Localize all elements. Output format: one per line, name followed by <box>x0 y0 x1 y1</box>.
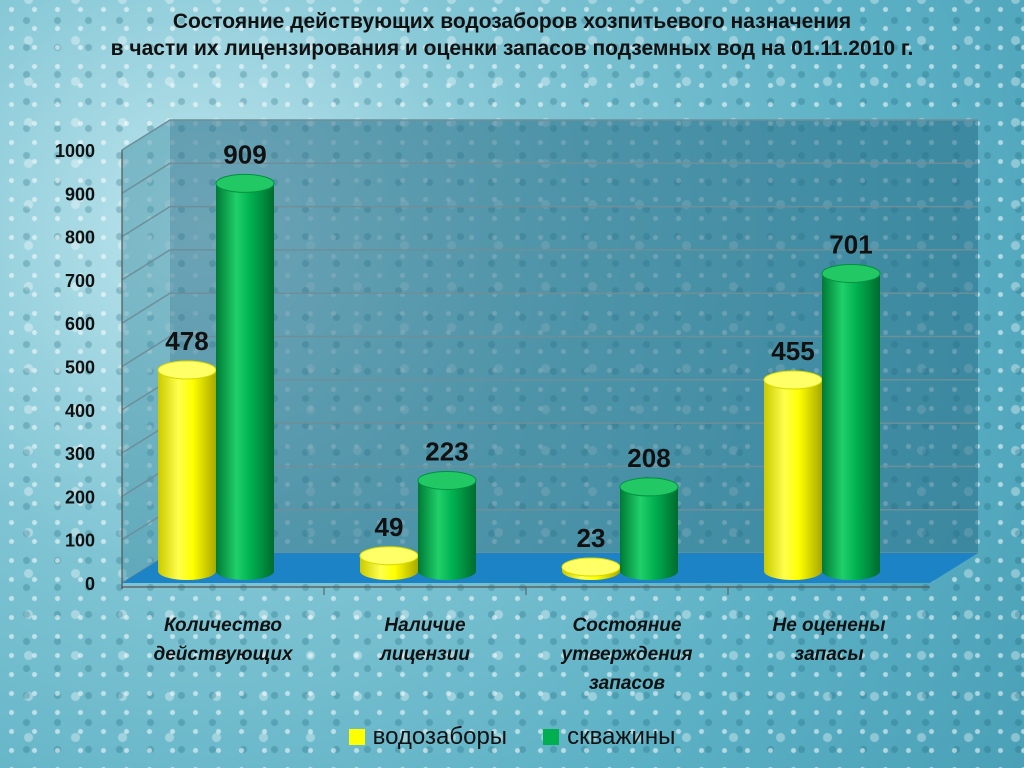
legend-item-vodozabory: водозаборы <box>348 723 508 751</box>
y-tick-label: 100 <box>65 531 95 551</box>
bar-top <box>763 370 823 390</box>
gridline <box>121 162 978 194</box>
bar-body <box>764 379 822 580</box>
chart-title-line1: Состояние действующих водозаборов хозпит… <box>172 10 852 33</box>
data-label: 455 <box>771 336 814 366</box>
bar-скважины-1 <box>417 470 477 580</box>
bar-top <box>359 546 419 566</box>
x-tick-label: Состояние утверждения запасов <box>561 615 693 694</box>
data-label: 223 <box>425 436 468 466</box>
y-tick-label: 0 <box>85 574 95 594</box>
bar-водозаборы-3 <box>763 370 823 580</box>
chart-title-line2: в части их лицензирования и оценки запас… <box>110 37 914 60</box>
x-tick-label: Количество действующих <box>153 615 294 665</box>
data-label: 49 <box>375 512 404 542</box>
gridline <box>121 205 978 238</box>
chart-title: Состояние действующих водозаборов хозпит… <box>0 8 1024 62</box>
legend-label: скважины <box>567 723 676 750</box>
bar-body <box>216 183 274 580</box>
data-label: 208 <box>627 443 670 473</box>
gridline <box>121 119 978 151</box>
y-tick-label: 800 <box>65 228 95 248</box>
x-tick-label: Наличие лицензии <box>379 615 470 665</box>
bar-top <box>157 360 217 380</box>
bar-top <box>561 557 621 577</box>
data-label: 909 <box>223 139 266 169</box>
y-tick-label: 500 <box>65 358 95 378</box>
bar-скважины-3 <box>821 263 881 580</box>
y-tick-label: 1000 <box>55 141 95 161</box>
bar-body <box>158 370 216 580</box>
bar-body <box>822 273 880 580</box>
y-tick-label: 400 <box>65 401 95 421</box>
y-tick-label: 200 <box>65 487 95 507</box>
y-tick-label: 900 <box>65 184 95 204</box>
bar-body <box>418 480 476 580</box>
chart-legend: водозаборы скважины <box>0 723 1024 751</box>
legend-swatch-yellow <box>348 729 365 745</box>
legend-item-skvazhiny: скважины <box>543 723 675 751</box>
data-label: 478 <box>165 326 208 356</box>
x-tick-label: Не оценены запасы <box>772 615 885 665</box>
bar-водозаборы-2 <box>561 557 621 580</box>
y-tick-label: 300 <box>65 444 95 464</box>
bar-body <box>620 486 678 580</box>
gridline <box>121 249 978 281</box>
gridline <box>121 335 978 368</box>
bar-top <box>215 173 275 193</box>
bar-top <box>821 263 881 283</box>
legend-swatch-green <box>543 729 560 745</box>
data-label: 23 <box>577 523 606 553</box>
y-tick-label: 700 <box>65 271 95 291</box>
bar-скважины-0 <box>215 173 275 580</box>
bar-скважины-2 <box>619 477 679 580</box>
bar-top <box>417 470 477 490</box>
bar-top <box>619 477 679 497</box>
legend-label: водозаборы <box>372 723 508 750</box>
data-label: 701 <box>829 229 872 259</box>
bar-водозаборы-0 <box>157 360 217 580</box>
gridline <box>121 292 978 324</box>
bar-водозаборы-1 <box>359 546 419 580</box>
y-tick-label: 600 <box>65 314 95 334</box>
